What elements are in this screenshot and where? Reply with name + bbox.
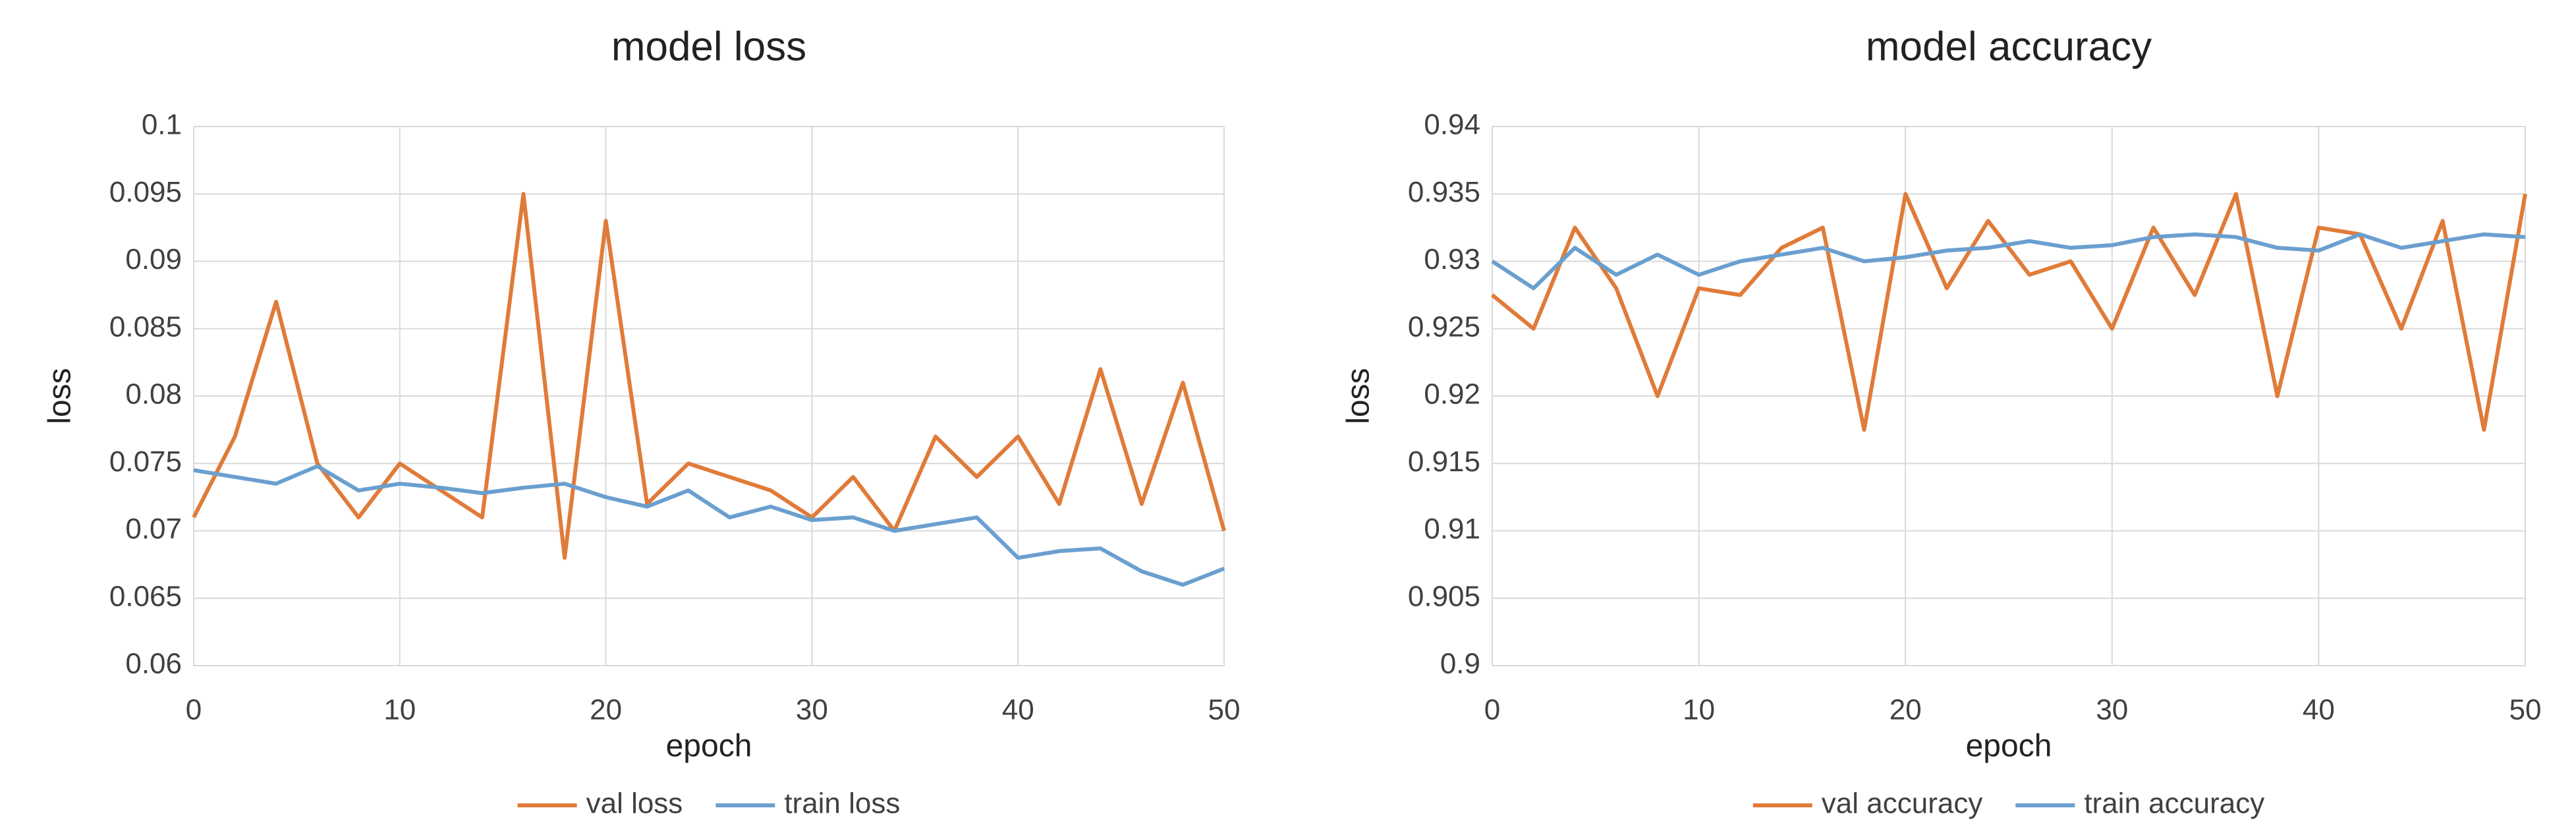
y-tick-label: 0.935 (1408, 176, 1480, 208)
y-tick-label: 0.915 (1408, 446, 1480, 478)
chart-title: model loss (611, 24, 806, 69)
x-tick-label: 20 (1890, 694, 1922, 726)
data-line (193, 464, 1225, 587)
y-tick-label: 0.065 (109, 580, 182, 612)
y-tick-label: 0.09 (125, 243, 182, 275)
legend-label: val accuracy (1822, 788, 1983, 820)
x-tick-label: 30 (2096, 694, 2128, 726)
y-tick-label: 0.905 (1408, 580, 1480, 612)
data-line (1491, 232, 2526, 291)
y-tick-label: 0.925 (1408, 310, 1480, 343)
y-tick-label: 0.91 (1424, 513, 1480, 545)
y-tick-label: 0.095 (109, 176, 182, 208)
y-tick-label: 0.9 (1440, 648, 1480, 680)
x-tick-label: 50 (2509, 694, 2542, 726)
y-tick-label: 0.07 (125, 513, 182, 545)
y-tick-label: 0.08 (125, 378, 182, 411)
x-axis-label: epoch (666, 729, 752, 764)
x-tick-label: 10 (383, 694, 416, 726)
y-tick-label: 0.94 (1424, 109, 1480, 141)
y-tick-label: 0.93 (1424, 243, 1480, 275)
x-tick-label: 30 (796, 694, 828, 726)
data-line (192, 192, 1226, 560)
legend-label: train loss (784, 788, 900, 820)
y-axis-label: loss (43, 368, 78, 424)
legend-label: val loss (586, 788, 683, 820)
data-line (1491, 192, 2527, 432)
x-tick-label: 20 (590, 694, 622, 726)
x-axis-label: epoch (1966, 729, 2052, 764)
x-tick-label: 50 (1208, 694, 1241, 726)
y-tick-label: 0.92 (1424, 378, 1480, 411)
y-axis-label: loss (1341, 368, 1376, 424)
x-tick-label: 0 (1484, 694, 1500, 726)
y-tick-label: 0.075 (109, 446, 182, 478)
y-tick-label: 0.1 (142, 109, 182, 141)
y-tick-label: 0.06 (125, 648, 182, 680)
chart-title: model accuracy (1866, 24, 2152, 69)
x-tick-label: 10 (1683, 694, 1715, 726)
x-tick-label: 0 (186, 694, 202, 726)
y-tick-label: 0.085 (109, 310, 182, 343)
x-tick-label: 40 (2303, 694, 2335, 726)
x-tick-label: 40 (1002, 694, 1034, 726)
legend-label: train accuracy (2084, 788, 2264, 820)
